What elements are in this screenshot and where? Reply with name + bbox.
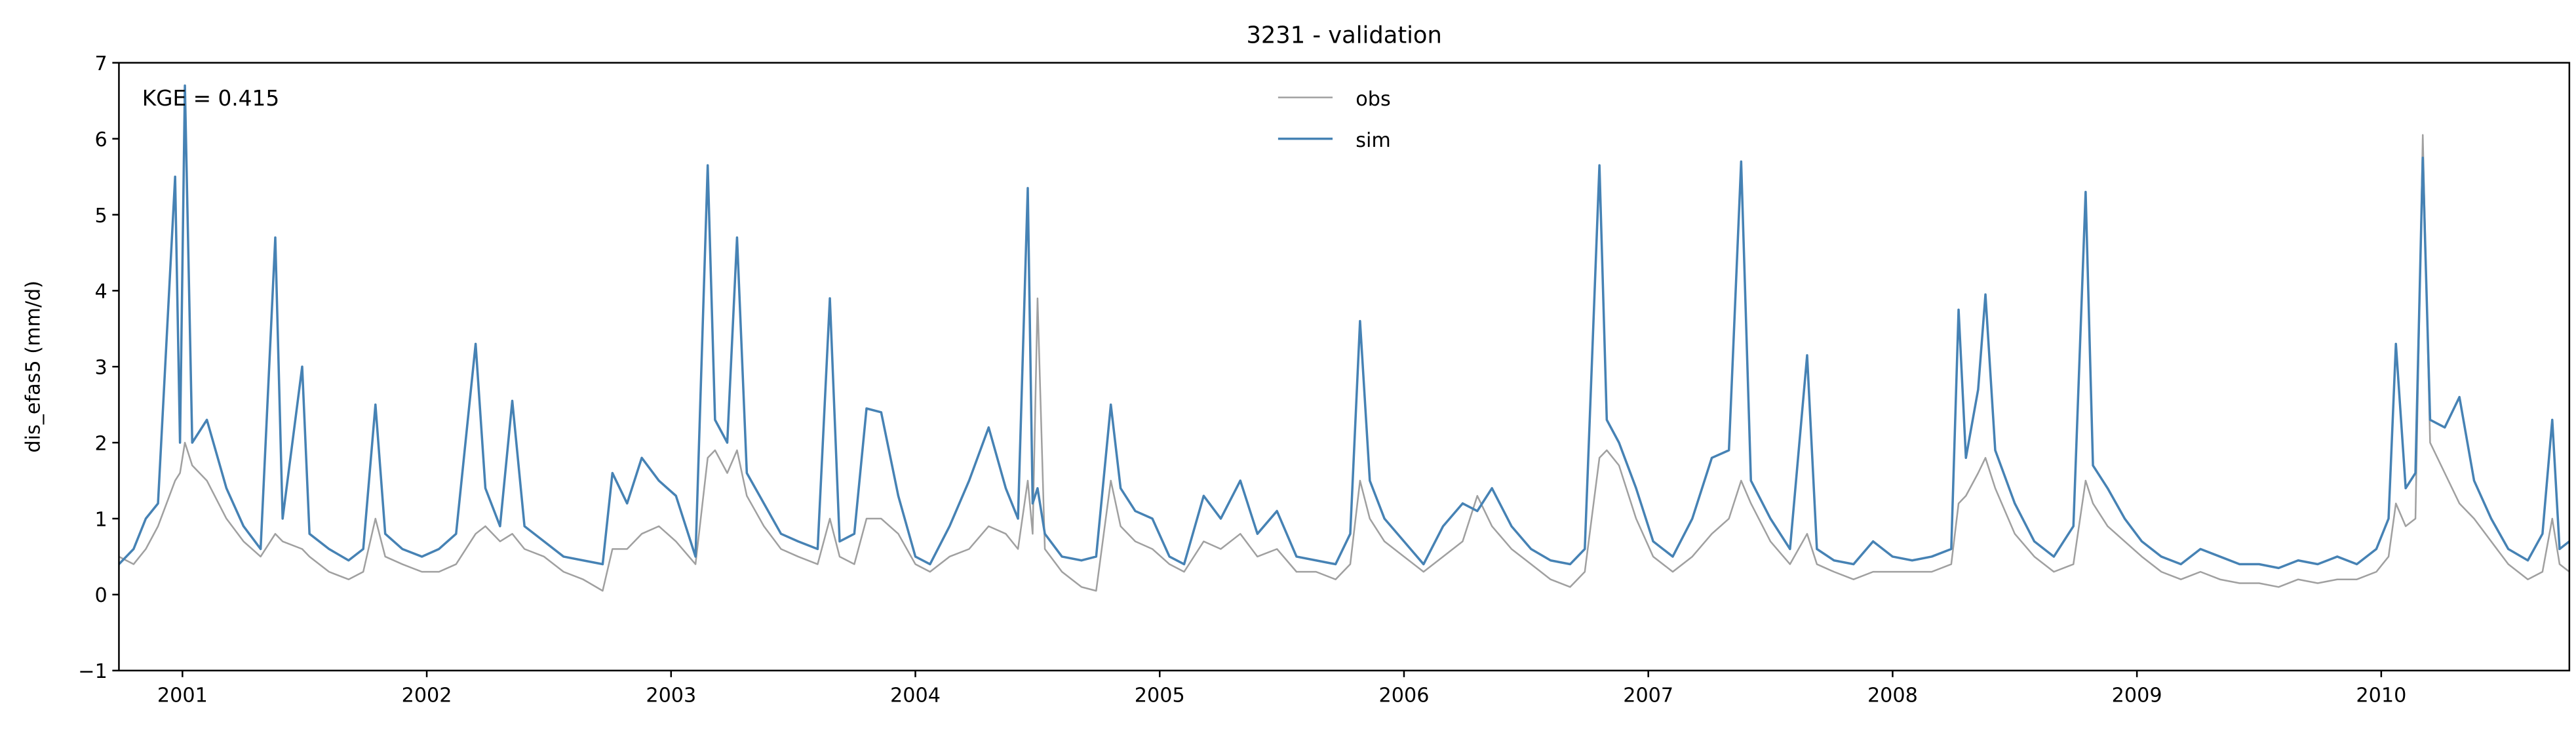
plot-area [118,84,2570,592]
chart-title: 3231 - validation [1246,22,1441,49]
y-tick-label: 4 [95,281,107,304]
x-tick-label: 2002 [402,684,452,707]
x-tick-label: 2003 [646,684,696,707]
x-tick-label: 2008 [1867,684,1918,707]
x-tick-label: 2004 [890,684,941,707]
series-line [118,84,2570,570]
y-tick-label: 1 [95,508,107,531]
legend-label: obs [1356,88,1390,111]
y-tick-label: −1 [78,660,107,683]
y-tick-label: 3 [95,357,107,380]
y-axis-label: dis_efas5 (mm/d) [22,281,45,453]
x-tick-label: 2010 [2356,684,2406,707]
x-tick-label: 2007 [1623,684,1673,707]
x-tick-label: 2001 [157,684,208,707]
legend-label: sim [1356,129,1391,152]
x-tick-label: 2009 [2112,684,2162,707]
x-tick-label: 2006 [1379,684,1430,707]
y-tick-label: 7 [95,52,107,75]
y-tick-label: 0 [95,584,107,607]
series-line [118,134,2570,592]
annotation: KGE = 0.415 [142,86,279,111]
y-tick-label: 2 [95,432,107,455]
y-tick-label: 5 [95,205,107,228]
y-tick-label: 6 [95,129,107,151]
x-tick-label: 2005 [1135,684,1185,707]
